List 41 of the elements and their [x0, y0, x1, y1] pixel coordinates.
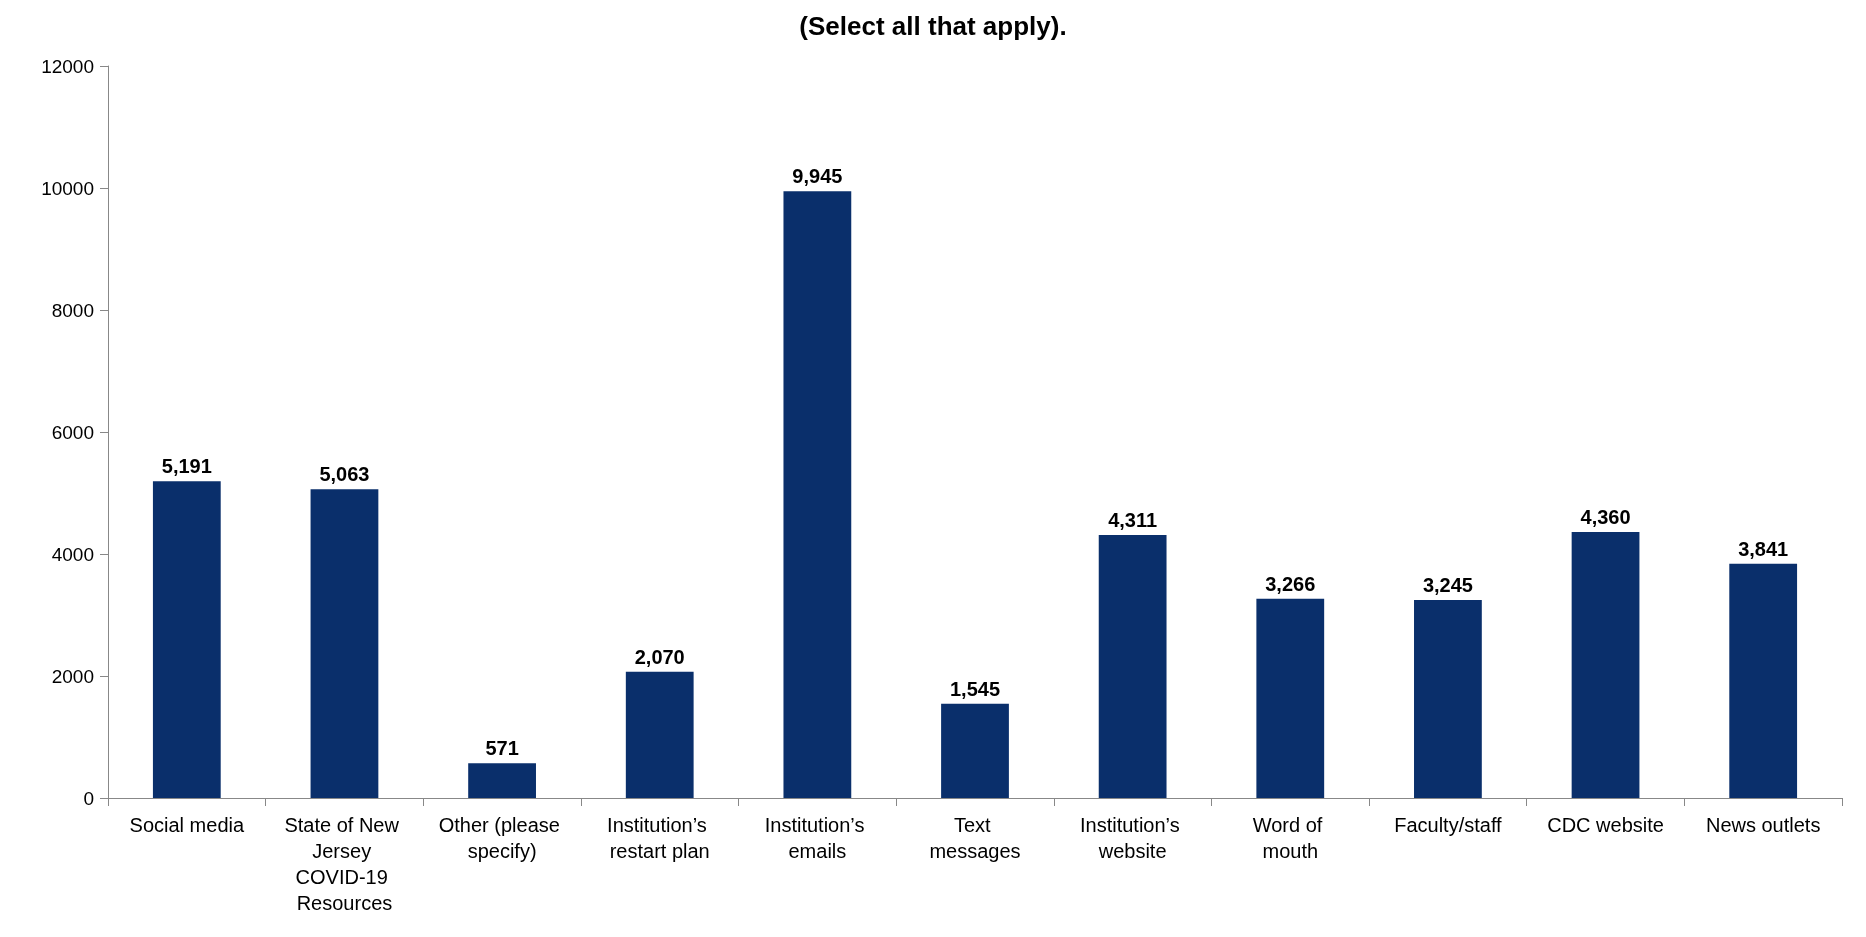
- bar: [625, 671, 694, 798]
- data-label: 2,070: [634, 645, 685, 668]
- y-tick-label: 12000: [41, 55, 94, 77]
- x-tick-label: Institution’s emails: [764, 814, 870, 862]
- x-tick-label: Social media: [129, 814, 245, 836]
- bar: [1729, 563, 1798, 798]
- x-tick-label: Faculty/staff: [1394, 814, 1503, 836]
- data-label: 4,360: [1580, 506, 1631, 529]
- data-label: 3,266: [1265, 572, 1316, 595]
- bar: [1256, 598, 1325, 798]
- x-tick-label: Word of mouth: [1252, 814, 1328, 862]
- x-tick-label: Text messages: [929, 814, 1021, 862]
- y-tick-label: 8000: [51, 299, 94, 321]
- y-tick-label: 2000: [51, 665, 94, 687]
- data-label: 571: [485, 737, 519, 760]
- bar: [941, 703, 1009, 798]
- x-tick-label: Institution’s restart plan: [607, 814, 713, 862]
- bar: [783, 191, 852, 798]
- data-label: 4,311: [1108, 509, 1158, 532]
- bar: [1571, 532, 1640, 798]
- bar: [1098, 535, 1167, 798]
- chart-title: (Select all that apply).: [799, 11, 1067, 41]
- bar: [468, 763, 536, 798]
- data-label: 5,063: [319, 463, 370, 486]
- data-label: 3,245: [1422, 574, 1473, 597]
- x-tick-label: CDC website: [1547, 814, 1664, 836]
- x-tick-label: State of New Jersey COVID-19 Resources: [284, 814, 405, 914]
- data-label: 9,945: [792, 165, 843, 188]
- x-tick-label: Other (please specify): [438, 814, 566, 862]
- x-tick-label: Institution’s website: [1080, 814, 1186, 862]
- y-tick-label: 0: [83, 787, 94, 809]
- y-tick-label: 4000: [51, 543, 94, 565]
- x-tick-label: News outlets: [1705, 814, 1821, 836]
- data-label: 3,841: [1738, 537, 1789, 560]
- y-tick-label: 10000: [41, 177, 94, 199]
- data-label: 5,191: [161, 455, 212, 478]
- bar: [152, 481, 221, 798]
- bar: [1414, 600, 1482, 798]
- data-label: 1,545: [949, 677, 1001, 700]
- bar: [310, 489, 379, 798]
- y-tick-label: 6000: [51, 421, 94, 443]
